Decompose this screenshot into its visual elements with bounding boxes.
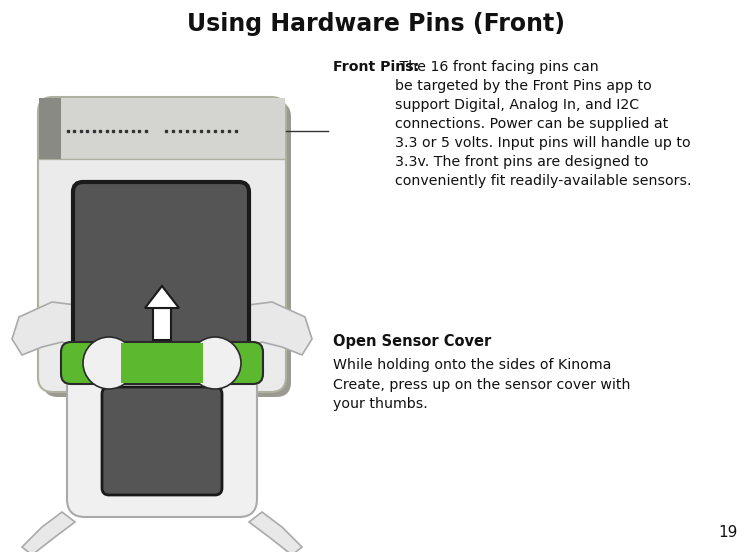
Text: Front Pins:: Front Pins: [333,60,419,74]
FancyBboxPatch shape [38,97,286,392]
Polygon shape [249,512,302,552]
FancyBboxPatch shape [61,342,263,384]
FancyBboxPatch shape [67,347,257,517]
Text: Open Sensor Cover: Open Sensor Cover [333,334,491,349]
Bar [39,98,285,159]
Bar [153,308,171,340]
Ellipse shape [83,337,135,389]
Polygon shape [22,512,75,552]
Polygon shape [12,302,112,355]
FancyBboxPatch shape [102,387,222,495]
Polygon shape [145,286,179,308]
Bar [39,98,61,159]
Text: Using Hardware Pins (Front): Using Hardware Pins (Front) [187,12,565,36]
Text: 19: 19 [718,525,738,540]
Text: The 16 front facing pins can
be targeted by the Front Pins app to
support Digita: The 16 front facing pins can be targeted… [395,60,691,188]
Text: While holding onto the sides of Kinoma
Create, press up on the sensor cover with: While holding onto the sides of Kinoma C… [333,358,630,411]
FancyBboxPatch shape [43,102,291,397]
FancyBboxPatch shape [73,182,249,360]
Polygon shape [212,302,312,355]
Ellipse shape [189,337,241,389]
Bar [121,343,203,383]
